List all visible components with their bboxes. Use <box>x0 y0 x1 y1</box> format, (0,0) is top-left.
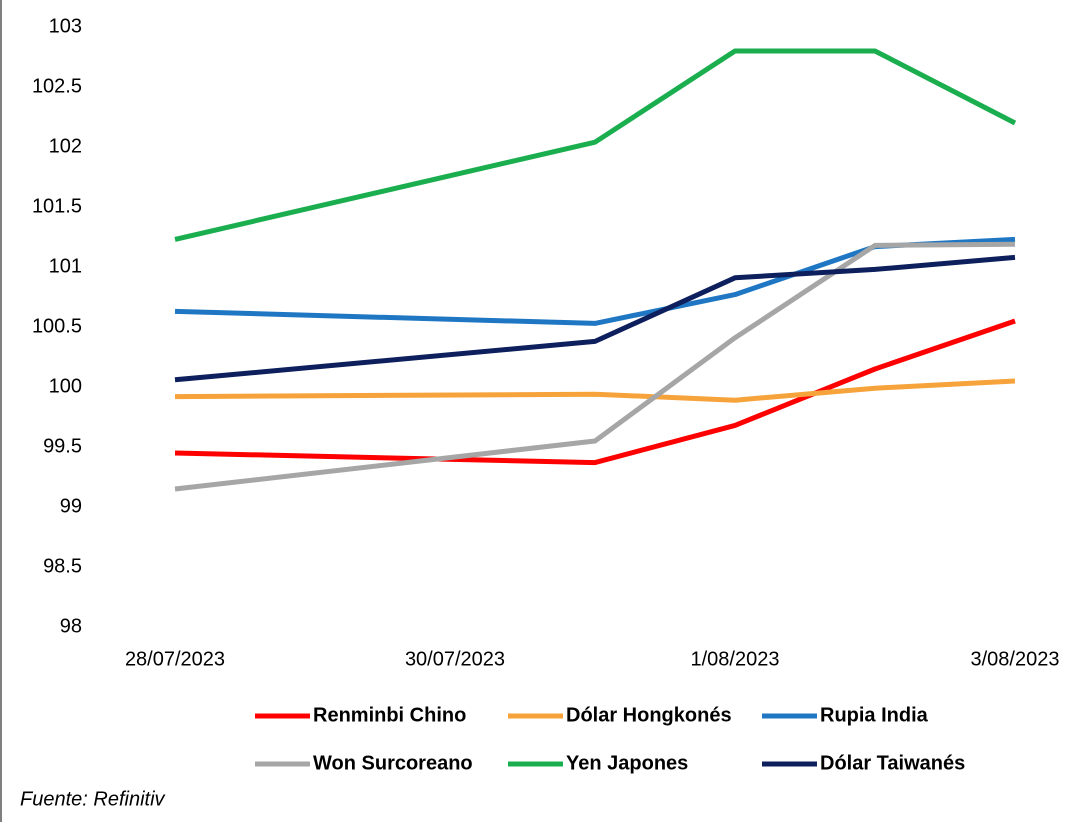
x-tick-label: 1/08/2023 <box>691 648 780 670</box>
legend-label: Won Surcoreano <box>313 752 473 774</box>
y-tick-label: 99.5 <box>43 435 82 457</box>
data-line <box>174 241 1016 492</box>
source-note: Fuente: Refinitiv <box>20 788 166 810</box>
legend-label: Rupia India <box>820 704 929 726</box>
y-tick-label: 98.5 <box>43 555 82 577</box>
data-line <box>174 48 1017 242</box>
x-tick-label: 28/07/2023 <box>125 648 225 670</box>
data-line <box>174 254 1016 383</box>
x-tick-label: 3/08/2023 <box>971 648 1060 670</box>
y-tick-label: 99 <box>60 495 82 517</box>
y-tick-label: 103 <box>49 15 82 37</box>
legend-label: Yen Japones <box>566 752 688 774</box>
x-tick-label: 30/07/2023 <box>405 648 505 670</box>
y-tick-label: 98 <box>60 615 82 637</box>
y-tick-label: 100.5 <box>32 315 82 337</box>
legend-label: Dólar Taiwanés <box>820 752 965 774</box>
legend-label: Renminbi Chino <box>313 704 466 726</box>
data-line <box>174 378 1016 403</box>
y-tick-label: 102 <box>49 135 82 157</box>
y-tick-label: 101.5 <box>32 195 82 217</box>
legend-label: Dólar Hongkonés <box>566 704 732 726</box>
y-tick-label: 101 <box>49 255 82 277</box>
data-line <box>174 236 1016 326</box>
y-tick-label: 102.5 <box>32 75 82 97</box>
y-tick-label: 100 <box>49 375 82 397</box>
